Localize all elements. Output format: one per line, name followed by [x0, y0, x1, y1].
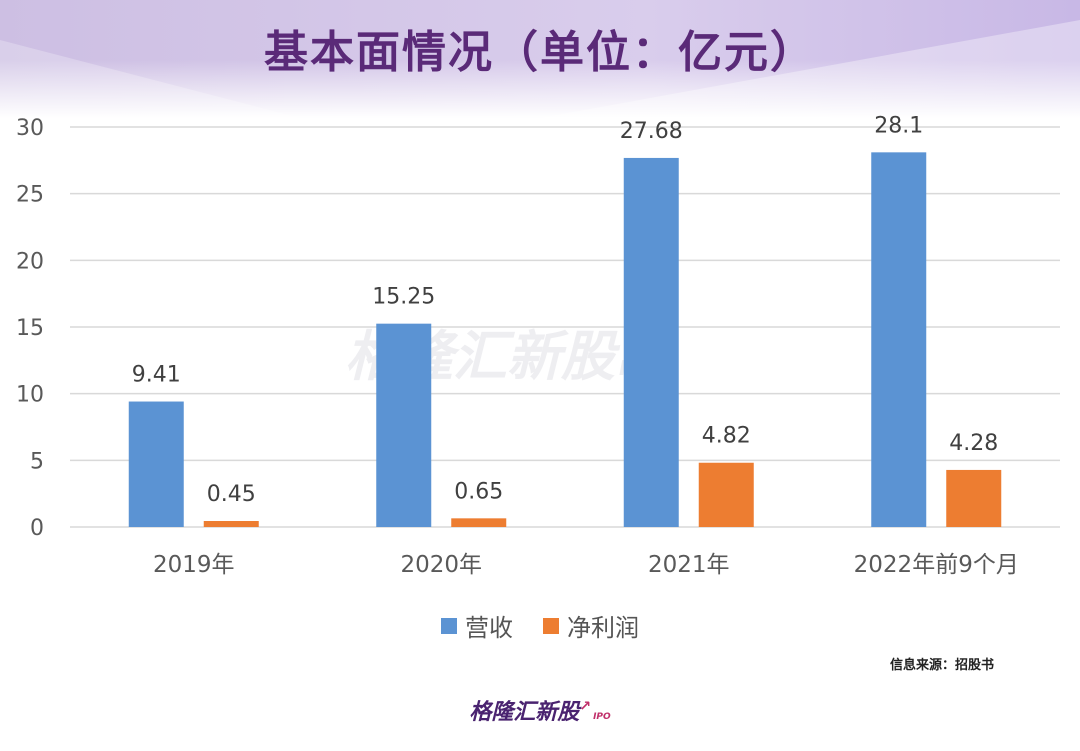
data-label: 15.25	[372, 285, 435, 310]
legend-item-revenue[interactable]: 营收	[441, 608, 513, 643]
y-tick-label: 30	[16, 116, 44, 141]
data-label: 28.1	[874, 113, 923, 138]
brand-arrow-icon: ↗	[579, 698, 592, 715]
y-tick-label: 15	[16, 316, 44, 341]
data-label: 0.65	[454, 479, 503, 504]
y-axis-ticks: 0 5 10 15 20 25 30	[16, 116, 44, 541]
legend: 营收 净利润	[0, 608, 1080, 643]
bars	[128, 152, 1002, 528]
page-title: 基本面情况（单位：亿元）	[264, 27, 816, 78]
legend-swatch-net-profit	[543, 617, 559, 634]
data-label: 0.45	[207, 482, 256, 507]
bar-net-profit	[203, 521, 259, 527]
data-labels: 9.41 0.45 15.25 0.65 27.68 4.82 28.1 4.28	[132, 113, 998, 507]
data-label: 4.28	[949, 431, 998, 456]
bar-revenue	[128, 401, 184, 527]
y-tick-label: 20	[16, 249, 44, 274]
data-label: 9.41	[132, 363, 181, 388]
x-tick-label: 2022年前9个月	[854, 552, 1019, 578]
legend-label-revenue: 营收	[465, 614, 513, 642]
x-tick-label: 2020年	[400, 552, 482, 578]
brand-sub: IPO	[593, 712, 611, 722]
y-tick-label: 25	[16, 183, 44, 208]
bar-revenue	[623, 157, 679, 527]
x-tick-label: 2019年	[153, 552, 235, 578]
bar-chart: 0 5 10 15 20 25 30 9.41 0.45 15.25 0.65 27.68 4.82 2…	[16, 113, 1060, 578]
bar-revenue	[871, 152, 927, 528]
brand-name: 格隆汇新股	[469, 700, 580, 725]
legend-swatch-revenue	[441, 617, 457, 634]
brand-logo: 格隆汇新股↗IPO	[0, 694, 1080, 726]
source-note: 信息来源：招股书	[889, 658, 994, 673]
bar-revenue	[376, 323, 432, 527]
x-axis-ticks: 2019年 2020年 2021年 2022年前9个月	[153, 552, 1019, 578]
bar-net-profit	[698, 462, 754, 527]
bar-net-profit	[451, 518, 507, 527]
bar-net-profit	[946, 469, 1002, 527]
legend-item-net-profit[interactable]: 净利润	[543, 608, 639, 643]
x-tick-label: 2021年	[648, 552, 730, 578]
data-label: 4.82	[702, 424, 751, 449]
data-label: 27.68	[620, 119, 683, 144]
legend-label-net-profit: 净利润	[567, 614, 639, 642]
y-tick-label: 5	[30, 449, 44, 474]
y-tick-label: 10	[16, 383, 44, 408]
y-tick-label: 0	[30, 516, 44, 541]
